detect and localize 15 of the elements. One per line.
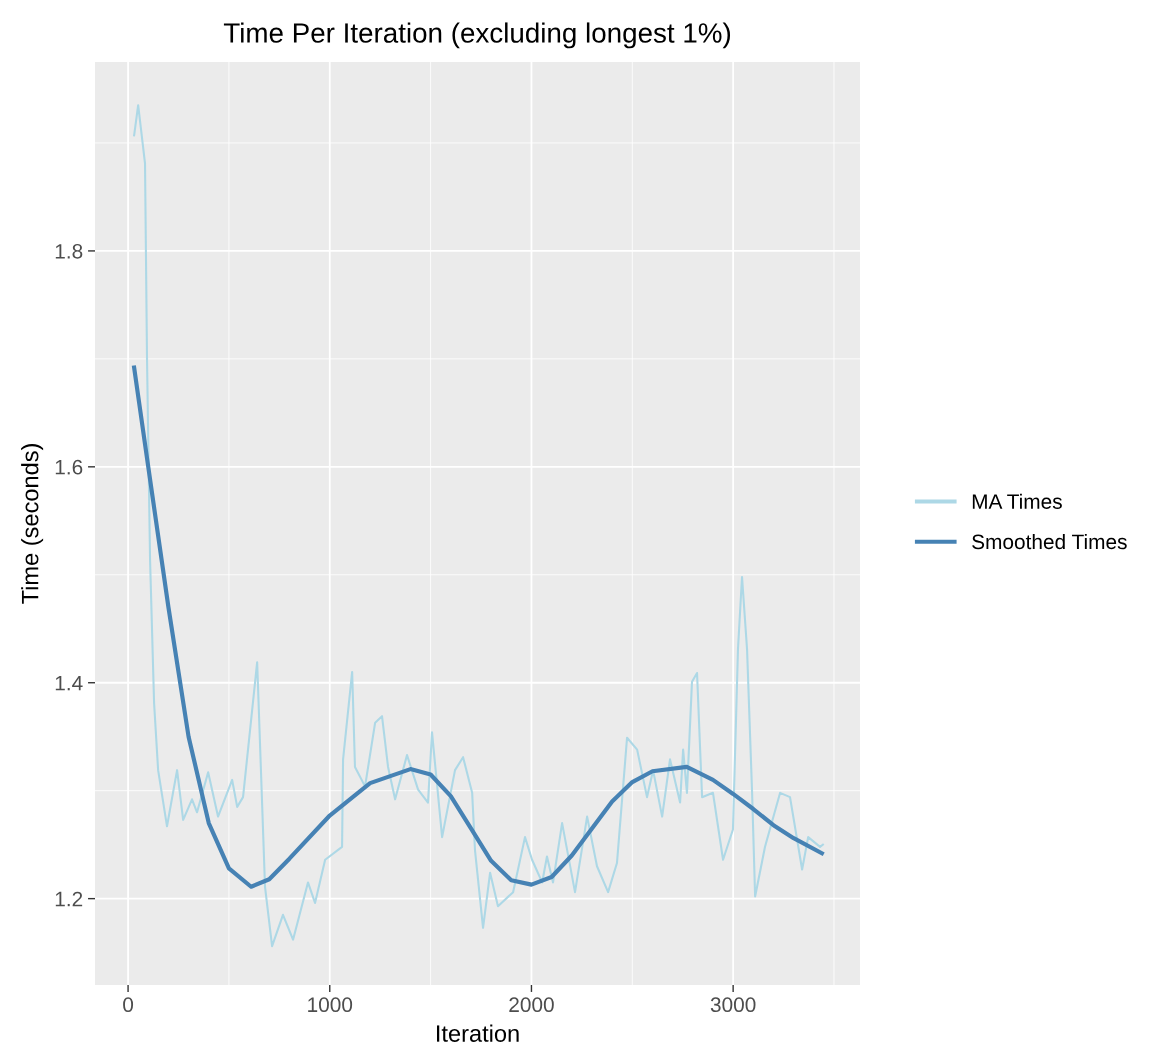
line-series	[133, 104, 824, 948]
y-tick-label: 1.8	[55, 243, 83, 259]
x-tick-label: 2000	[509, 997, 554, 1013]
legend-label: Smoothed Times	[972, 533, 1127, 550]
x-tick-label: 3000	[710, 997, 756, 1013]
y-tick-label: 1.6	[55, 459, 83, 475]
y-tick-label: 1.2	[55, 891, 83, 907]
chart-title: Time Per Iteration (excluding longest 1%)	[223, 22, 731, 49]
legend-label: MA Times	[972, 493, 1062, 509]
x-tick-label: 1000	[308, 997, 353, 1013]
y-tick-label: 1.4	[55, 675, 83, 691]
x-tick-label: 0	[123, 997, 134, 1013]
line-series	[132, 365, 824, 889]
x-axis-title: Iteration	[437, 1024, 519, 1042]
y-axis-title: Time (seconds)	[21, 444, 44, 604]
